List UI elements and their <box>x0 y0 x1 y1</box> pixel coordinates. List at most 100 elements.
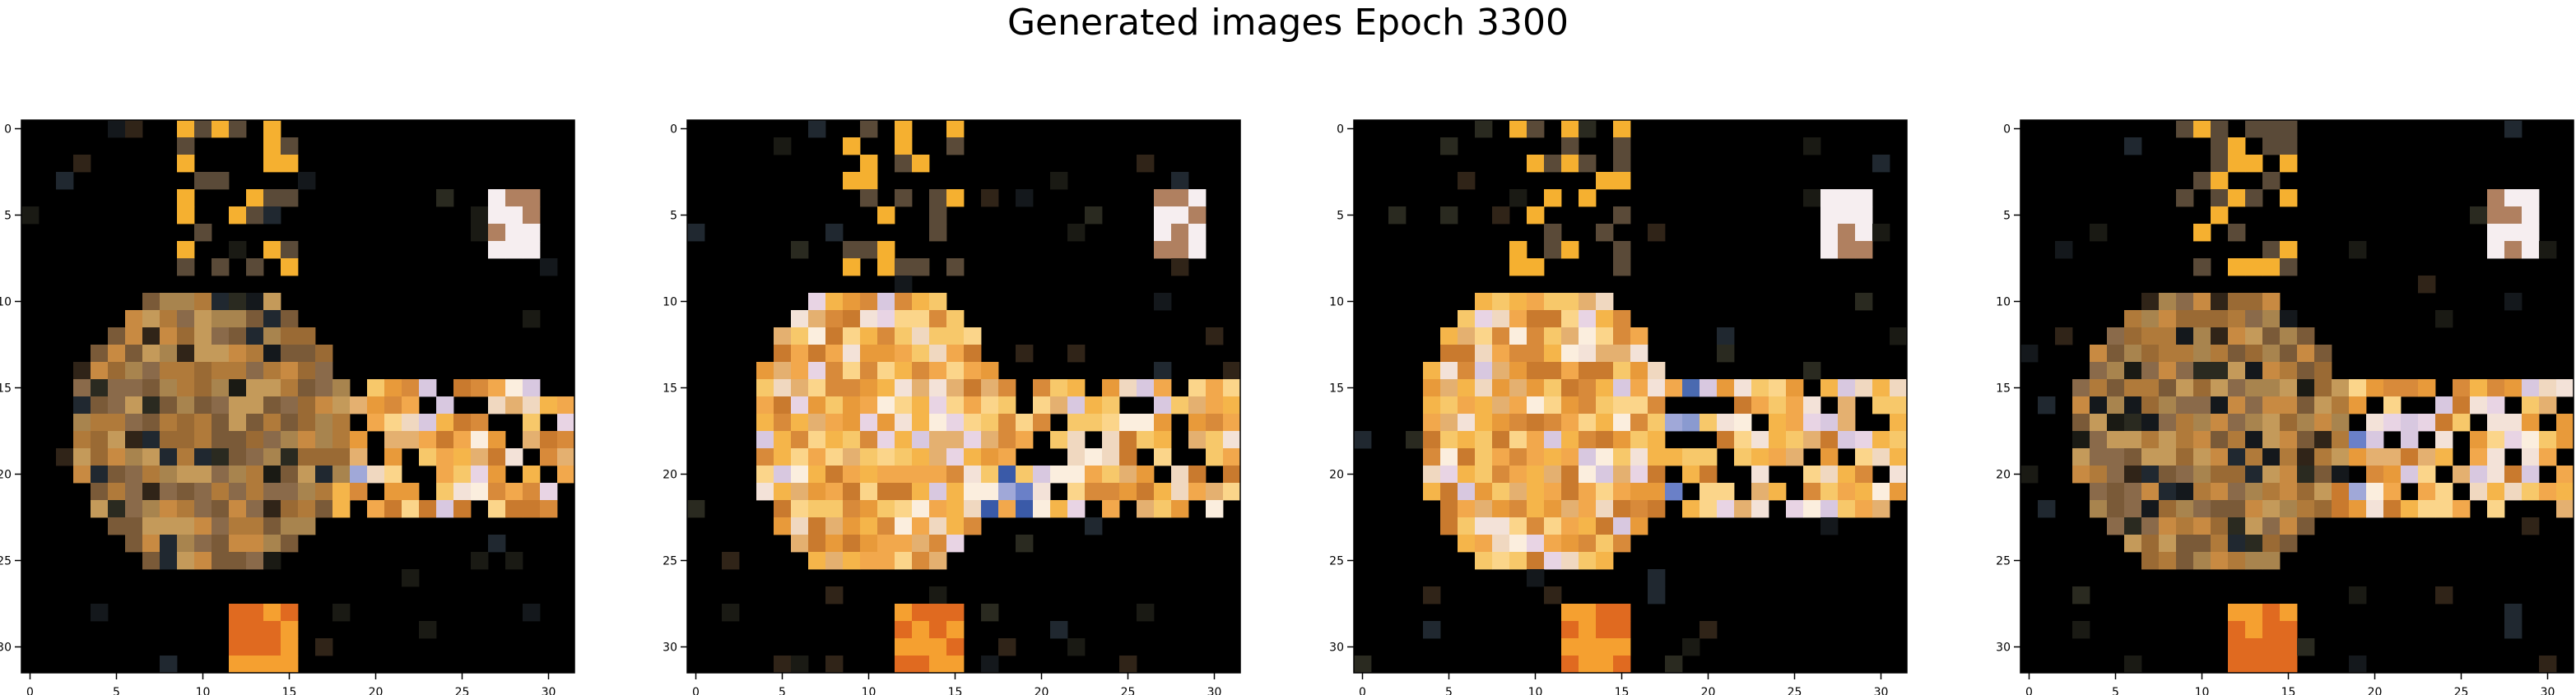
image-pixel <box>1527 310 1545 328</box>
image-pixel <box>2383 379 2402 397</box>
image-pixel <box>177 414 195 432</box>
image-pixel <box>1855 466 1873 484</box>
image-pixel <box>843 379 861 397</box>
y-tick-label: 5 <box>4 210 12 223</box>
image-pixel <box>2280 483 2298 501</box>
image-pixel <box>2522 431 2540 449</box>
image-pixel <box>246 258 264 276</box>
image-pixel <box>2193 310 2211 328</box>
image-pixel <box>2245 189 2263 207</box>
image-pixel <box>125 345 143 363</box>
image-pixel <box>281 414 299 432</box>
image-pixel <box>142 466 160 484</box>
image-pixel <box>929 535 947 553</box>
image-pixel <box>1544 293 1562 311</box>
image-pixel <box>229 327 247 345</box>
image-pixel <box>1154 241 1172 259</box>
image-pixel <box>860 379 878 397</box>
image-pixel <box>2124 379 2142 397</box>
image-pixel <box>1458 466 1476 484</box>
image-pixel <box>1492 327 1510 345</box>
image-pixel <box>1423 431 1441 449</box>
image-pixel <box>2349 500 2367 518</box>
image-pixel <box>1354 656 1372 674</box>
image-pixel <box>2366 414 2384 432</box>
image-pixel <box>860 431 878 449</box>
image-pixel <box>1440 206 1458 225</box>
image-pixel <box>860 414 878 432</box>
image-pixel <box>1630 500 1648 518</box>
image-pixel <box>791 500 809 518</box>
image-pixel <box>298 517 316 535</box>
x-tick-label: 10 <box>2195 686 2210 695</box>
image-pixel <box>1440 327 1458 345</box>
image-pixel <box>1440 362 1458 380</box>
image-pixel <box>1509 120 1527 138</box>
image-pixel <box>1085 466 1103 484</box>
image-pixel <box>384 431 402 449</box>
image-pixel <box>946 431 965 449</box>
image-pixel <box>2504 224 2523 242</box>
image-pixel <box>877 517 895 535</box>
image-pixel <box>895 535 913 553</box>
x-tick-label: 25 <box>455 686 470 695</box>
image-pixel <box>1206 379 1224 397</box>
image-pixel <box>1458 172 1476 190</box>
image-pixel <box>1596 172 1614 190</box>
image-pixel <box>1665 414 1683 432</box>
image-pixel <box>523 396 541 415</box>
image-pixel <box>1475 552 1493 570</box>
image-pixel <box>1527 120 1545 138</box>
image-pixel <box>2107 379 2125 397</box>
image-pixel <box>1838 483 1856 501</box>
image-pixel <box>2245 345 2263 363</box>
x-tick-label: 5 <box>113 686 120 695</box>
image-pixel <box>315 483 333 501</box>
image-pixel <box>2349 241 2367 259</box>
image-pixel <box>895 517 913 535</box>
image-pixel <box>229 483 247 501</box>
image-pixel <box>2055 327 2073 345</box>
image-pixel <box>895 396 913 415</box>
image-pixel <box>2072 586 2090 605</box>
image-pixel <box>1475 396 1493 415</box>
image-pixel <box>298 466 316 484</box>
image-pixel <box>1648 224 1666 242</box>
image-pixel <box>1492 431 1510 449</box>
image-pixel <box>877 310 895 328</box>
image-pixel <box>2280 517 2298 535</box>
image-pixel <box>981 431 999 449</box>
image-pixel <box>2349 448 2367 466</box>
image-pixel <box>2262 621 2281 639</box>
image-pixel <box>315 500 333 518</box>
image-pixel <box>2401 466 2419 484</box>
image-pixel <box>774 345 792 363</box>
image-pixel <box>1769 448 1787 466</box>
image-pixel <box>2435 483 2453 501</box>
image-pixel <box>946 327 965 345</box>
image-pixel <box>2262 137 2281 155</box>
image-pixel <box>825 310 844 328</box>
image-pixel <box>1206 431 1224 449</box>
image-pixel <box>523 604 541 622</box>
image-pixel <box>895 327 913 345</box>
image-pixel <box>2504 414 2523 432</box>
image-pixel <box>2556 414 2574 432</box>
image-pixel <box>2245 638 2263 656</box>
image-pixel <box>1561 362 1579 380</box>
image-pixel <box>2228 155 2246 173</box>
image-pixel <box>160 414 178 432</box>
image-pixel <box>912 293 930 311</box>
image-pixel <box>1734 448 1752 466</box>
image-pixel <box>2487 224 2505 242</box>
x-tick-label: 15 <box>2281 686 2296 695</box>
image-pixel <box>2297 396 2315 415</box>
image-pixel <box>1492 448 1510 466</box>
image-pixel <box>1509 466 1527 484</box>
image-pixel <box>998 483 1016 501</box>
image-pixel <box>1050 172 1068 190</box>
image-pixel <box>246 206 264 225</box>
image-pixel <box>2124 137 2142 155</box>
image-pixel <box>912 396 930 415</box>
